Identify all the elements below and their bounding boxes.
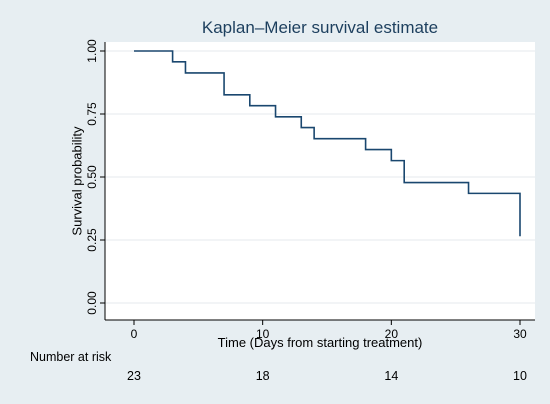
risk-table: 23 18 14 10 xyxy=(127,369,527,383)
y-tick-label: 0.75 xyxy=(85,102,99,126)
plot-area xyxy=(105,42,535,320)
risk-count: 14 xyxy=(384,369,398,383)
y-axis: 0.00 0.25 0.50 0.75 1.00 xyxy=(85,39,106,320)
y-tick-label: 0.00 xyxy=(85,291,99,315)
survival-curve xyxy=(134,50,521,237)
x-tick-label: 10 xyxy=(256,327,270,341)
grid-lines xyxy=(105,50,535,304)
y-tick-label: 0.25 xyxy=(85,228,99,252)
risk-count: 18 xyxy=(256,369,270,383)
y-axis-label: Survival probability xyxy=(69,126,84,236)
risk-count: 10 xyxy=(513,369,527,383)
y-tick-label: 1.00 xyxy=(85,39,99,63)
x-tick-label: 20 xyxy=(385,327,399,341)
x-tick-label: 0 xyxy=(131,327,138,341)
x-axis: 0 10 20 30 xyxy=(105,319,535,341)
x-tick-label: 30 xyxy=(513,327,527,341)
risk-table-label: Number at risk xyxy=(30,350,112,364)
y-tick-label: 0.50 xyxy=(85,165,99,189)
x-axis-label: Time (Days from starting treatment) xyxy=(218,335,423,350)
risk-count: 23 xyxy=(127,369,141,383)
series-group xyxy=(134,50,521,237)
chart-title: Kaplan–Meier survival estimate xyxy=(202,18,438,37)
